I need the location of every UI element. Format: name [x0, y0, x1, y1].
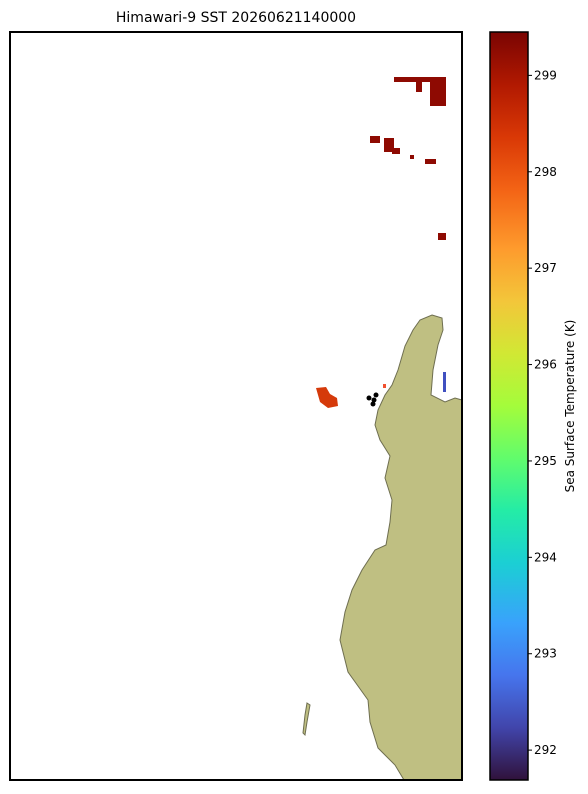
colorbar-tick-label: 295 [534, 454, 557, 468]
colorbar-tick-label: 292 [534, 743, 557, 757]
colorbar-tick-label: 293 [534, 647, 557, 661]
colorbar-tick-label: 294 [534, 550, 557, 564]
map-title: Himawari-9 SST 20260621140000 [116, 10, 356, 26]
map-frame [9, 31, 463, 781]
colorbar-label: Sea Surface Temperature (K) [563, 320, 577, 493]
colorbar-tick-label: 296 [534, 358, 557, 372]
island [302, 702, 311, 737]
colorbar-tick-label: 297 [534, 261, 557, 275]
colorbar [489, 31, 529, 781]
map-area [302, 77, 462, 780]
colorbar-tick-label: 298 [534, 165, 557, 179]
dots [366, 392, 379, 407]
sst-patches [316, 77, 446, 408]
land [339, 314, 462, 780]
colorbar-tick-label: 299 [534, 68, 557, 82]
